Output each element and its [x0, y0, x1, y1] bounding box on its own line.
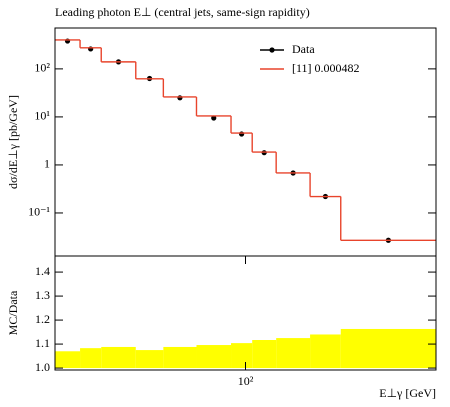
- chart-title: Leading photon E⊥ (central jets, same-si…: [55, 5, 310, 19]
- x-tick-label: 10²: [238, 374, 254, 388]
- ratio-band: [196, 345, 232, 369]
- y-tick-label: 1.1: [35, 336, 50, 350]
- y-tick-label: 1.2: [35, 312, 50, 326]
- ratio-band: [252, 340, 277, 369]
- ratio-band: [163, 346, 197, 369]
- ratio-band: [231, 343, 253, 369]
- legend-label: [11] 0.000482: [292, 61, 360, 75]
- y-tick-label: 10¹: [34, 109, 50, 123]
- ratio-band: [340, 328, 436, 369]
- x-axis-label: E⊥γ [GeV]: [379, 386, 436, 400]
- ratio-band: [101, 346, 136, 369]
- data-point: [239, 131, 245, 137]
- data-point: [177, 95, 183, 101]
- ratio-band: [80, 348, 102, 369]
- y-tick-label: 10²: [34, 61, 50, 75]
- data-point: [211, 115, 217, 121]
- y-tick-label: 1: [44, 157, 50, 171]
- ratio-band: [55, 351, 81, 369]
- ratio-band: [310, 334, 341, 369]
- plot-frame: [54, 255, 437, 371]
- y-tick-label: 1.0: [35, 360, 50, 374]
- legend-label: Data: [292, 42, 315, 56]
- y-tick-label: 1.3: [35, 288, 50, 302]
- ratio-band: [276, 338, 311, 369]
- ratio-band: [135, 350, 164, 369]
- y-axis-label: dσ/dE⊥γ [pb/GeV]: [6, 95, 20, 189]
- y-tick-label: 10⁻¹: [28, 205, 50, 219]
- ratio-y-axis-label: MC/Data: [6, 290, 20, 335]
- data-point: [64, 38, 71, 44]
- legend-marker: [269, 47, 275, 53]
- y-tick-label: 1.4: [35, 264, 50, 278]
